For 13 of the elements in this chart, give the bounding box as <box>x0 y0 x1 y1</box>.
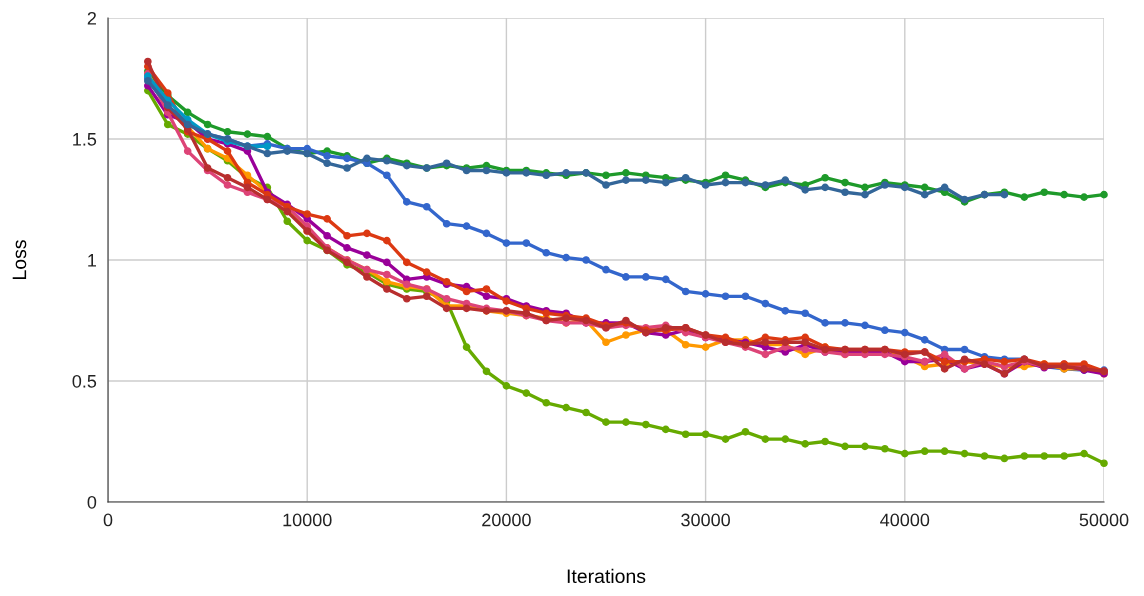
y-tick-label: 0.5 <box>72 374 97 388</box>
x-tick-label: 30000 <box>681 513 730 527</box>
y-tick-label: 1.5 <box>73 133 97 146</box>
y-tick-label: 1 <box>88 254 97 267</box>
x-tick-label: 0 <box>103 513 113 527</box>
y-axis-title: Loss <box>12 240 27 279</box>
x-tick-label: 10000 <box>283 513 332 527</box>
x-tick-label: 20000 <box>482 513 531 527</box>
y-tick-label: 2 <box>87 11 96 25</box>
x-tick-label: 50000 <box>1079 513 1129 527</box>
y-tick-label: 0 <box>87 495 97 509</box>
x-axis-title: Iterations <box>567 568 646 584</box>
x-tick-label: 40000 <box>880 513 930 527</box>
